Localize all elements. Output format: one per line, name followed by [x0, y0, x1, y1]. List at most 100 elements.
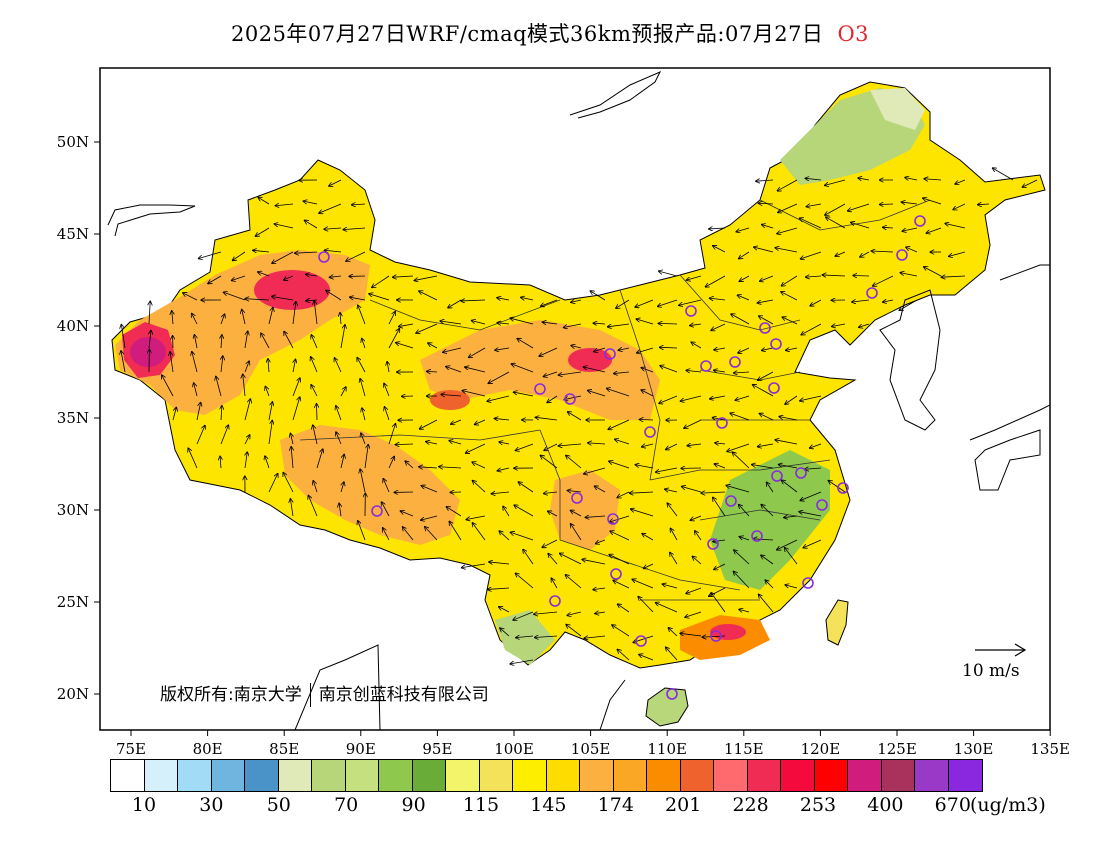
colorbar-swatch [446, 760, 480, 791]
colorbar-labels: 10 30 50 70 90 115 145 174 201 228 253 400 670 [110, 794, 1010, 818]
wind-vector [290, 433, 293, 445]
wind-vector [805, 178, 822, 180]
wind-vector [924, 179, 942, 180]
wind-vector [1022, 179, 1038, 187]
wind-vector [396, 444, 414, 445]
map-title: 2025年07月27日WRF/cmaq模式36km预报产品:07月27日 O3 [0, 18, 1100, 48]
wind-vector [334, 358, 342, 373]
city-marker [770, 338, 782, 350]
wind-vector [873, 275, 894, 286]
wind-vector [588, 443, 606, 444]
wind-vector [571, 524, 582, 541]
wind-vector [638, 597, 654, 613]
wind-vector [499, 442, 510, 444]
wind-vector [534, 612, 558, 614]
wind-vector [170, 352, 174, 373]
wind-vector [806, 204, 822, 207]
wind-vector [945, 224, 966, 229]
wind-vector [732, 452, 750, 469]
wind-vector [441, 394, 462, 396]
title-text: 2025年07月27日WRF/cmaq模式36km预报产品:07月27日 [230, 22, 824, 46]
coastline-lake-balkhash [107, 204, 196, 237]
wind-vector [343, 228, 366, 230]
wind-vector [714, 563, 726, 570]
wind-vector [308, 496, 318, 517]
city-marker [768, 382, 780, 394]
colorbar-label: 90 [401, 794, 426, 816]
wind-vector [655, 603, 678, 613]
wind-vector [825, 203, 846, 215]
wind-vector [713, 246, 726, 253]
wind-vector [352, 204, 366, 205]
wind-vector [612, 625, 630, 637]
wind-vector [714, 464, 726, 469]
wind-vector [416, 323, 438, 333]
colorbar-label: 115 [462, 794, 500, 816]
wind-vector [851, 222, 870, 229]
lat-label-40N: 40N [57, 317, 89, 335]
wind-vector [396, 343, 414, 349]
wind-vector [326, 290, 342, 301]
colorbar-swatch [245, 760, 279, 791]
ozone-hotspot-hongkong [710, 624, 746, 640]
wind-vector [756, 180, 774, 181]
wind-vector [568, 412, 582, 421]
wind-vector [497, 468, 510, 471]
colorbar-swatch [747, 760, 781, 791]
wind-vector [472, 462, 486, 469]
wind-vector [738, 347, 750, 353]
city-marker [700, 360, 712, 372]
wind-vector [739, 275, 750, 281]
lon-label-85E: 85E [269, 740, 299, 758]
city-marker [604, 348, 616, 360]
wind-vector [503, 506, 510, 517]
wind-vector [955, 179, 966, 184]
wind-vector [544, 492, 558, 493]
wind-vector [714, 348, 726, 350]
wind-vector [336, 432, 342, 445]
wind-vector [641, 368, 654, 373]
wind-vector [737, 295, 750, 301]
colorbar-label: 400 [867, 794, 904, 816]
wind-vector [494, 418, 510, 420]
wind-vector [510, 318, 534, 325]
wind-vector [544, 443, 558, 450]
wind-vector [714, 370, 726, 372]
wind-vector [284, 332, 294, 349]
wind-vector [384, 407, 390, 421]
wind-vector [584, 467, 606, 474]
wind-vector [244, 361, 249, 373]
wind-vector [617, 650, 630, 661]
wind-vector [272, 297, 294, 301]
wind-vector [358, 305, 366, 325]
wind-vector [949, 251, 966, 256]
wind-vector [183, 293, 198, 301]
wind-vector [658, 299, 678, 306]
wind-vector [515, 573, 534, 589]
wind-vector [666, 443, 678, 450]
wind-vector [761, 505, 774, 517]
wind-vector [440, 321, 462, 325]
wind-vector [451, 419, 462, 424]
wind-vector [475, 419, 486, 424]
wind-vector [419, 467, 438, 468]
city-marker [610, 568, 622, 580]
colorbar-swatch [580, 760, 614, 791]
wind-vector [566, 455, 582, 469]
colorbar-label: 30 [199, 794, 224, 816]
wind-scale-arrow [975, 643, 1027, 657]
city-marker [802, 577, 814, 589]
city-marker [607, 513, 619, 525]
wind-vector [446, 367, 462, 373]
wind-vector [782, 480, 798, 493]
colorbar-swatch [915, 760, 949, 791]
wind-vector [727, 443, 750, 451]
wind-vector [595, 612, 606, 614]
wind-vector [684, 419, 702, 428]
colorbar-label: 201 [665, 794, 702, 816]
ozone-hotspot-kashgar-core [130, 337, 166, 367]
city-markers [318, 215, 926, 700]
wind-vector [883, 300, 894, 302]
colorbar-swatch [546, 760, 580, 791]
city-marker [896, 249, 908, 261]
